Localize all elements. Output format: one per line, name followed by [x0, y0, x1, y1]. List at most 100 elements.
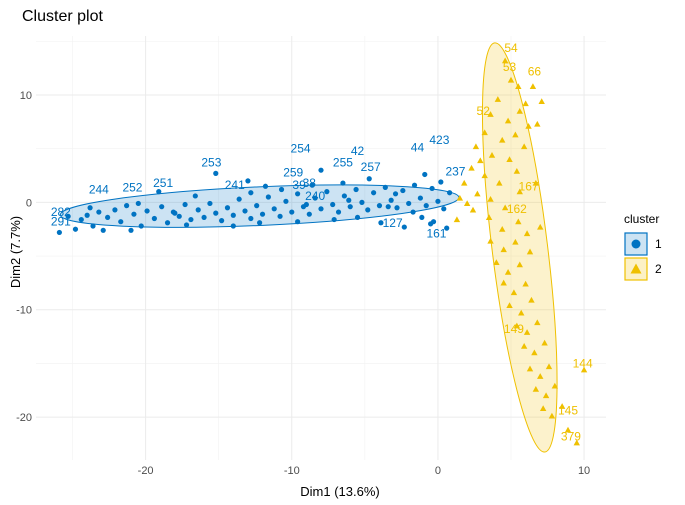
point-cluster-2	[520, 343, 528, 349]
point-cluster-2	[529, 83, 537, 90]
point-label-53: 53	[503, 60, 517, 74]
point-label-244: 244	[89, 182, 109, 196]
point-cluster-1	[435, 198, 441, 204]
point-cluster-2	[564, 426, 572, 433]
point-cluster-2	[512, 131, 519, 138]
point-cluster-2	[507, 76, 515, 83]
point-cluster-1	[429, 185, 435, 192]
point-cluster-1	[353, 186, 359, 193]
point-cluster-2	[525, 122, 532, 129]
point-cluster-1	[159, 204, 165, 210]
point-cluster-1	[441, 206, 447, 212]
point-cluster-1	[341, 193, 347, 199]
point-cluster-1	[401, 224, 407, 230]
point-cluster-1	[278, 186, 285, 193]
point-cluster-1	[406, 200, 412, 207]
point-label-291: 291	[51, 215, 71, 229]
point-cluster-2	[504, 117, 512, 124]
point-cluster-2	[481, 129, 488, 136]
legend-label-1: 1	[655, 237, 662, 251]
point-cluster-1	[257, 220, 263, 226]
point-cluster-2	[463, 200, 471, 207]
point-cluster-2	[528, 296, 535, 303]
point-cluster-1	[346, 197, 352, 203]
point-cluster-2	[453, 216, 461, 223]
point-cluster-2	[515, 218, 522, 225]
grid-lines	[36, 36, 606, 460]
point-cluster-2	[512, 238, 519, 245]
point-cluster-1	[265, 194, 271, 200]
y-tick-label: 0	[26, 197, 32, 209]
legend-label-2: 2	[655, 262, 662, 276]
point-cluster-1	[192, 193, 198, 199]
point-cluster-2	[538, 98, 545, 105]
point-cluster-1	[366, 176, 372, 182]
x-axis-label: Dim1 (13.6%)	[300, 484, 379, 499]
point-cluster-2	[506, 302, 513, 308]
cluster-ellipse-2	[481, 42, 558, 453]
point-cluster-2	[515, 83, 522, 90]
point-cluster-1	[303, 201, 309, 208]
point-label-423: 423	[429, 133, 449, 147]
point-cluster-1	[262, 183, 269, 189]
point-cluster-1	[283, 198, 289, 204]
point-cluster-1	[248, 190, 254, 196]
data-points	[56, 57, 588, 446]
point-cluster-1	[128, 227, 134, 233]
point-cluster-1	[124, 203, 130, 209]
point-cluster-2	[545, 363, 553, 370]
point-cluster-1	[213, 170, 219, 176]
point-cluster-1	[172, 210, 178, 216]
point-cluster-1	[324, 189, 330, 195]
point-cluster-2	[539, 405, 547, 412]
point-cluster-1	[219, 218, 225, 224]
point-cluster-1	[417, 195, 423, 201]
point-cluster-2	[531, 349, 538, 356]
point-cluster-2	[518, 309, 525, 316]
point-label-254: 254	[291, 142, 311, 156]
point-label-162: 162	[507, 202, 527, 216]
point-label-161: 161	[426, 227, 446, 241]
legend-title: cluster	[624, 212, 659, 226]
point-cluster-1	[188, 216, 194, 223]
point-cluster-1	[410, 209, 416, 215]
point-cluster-1	[371, 190, 377, 196]
point-cluster-1	[96, 209, 102, 215]
point-label-66: 66	[528, 64, 542, 78]
point-cluster-1	[309, 182, 315, 188]
point-cluster-2	[532, 179, 540, 186]
point-cluster-2	[522, 280, 529, 287]
point-cluster-1	[365, 207, 371, 213]
point-cluster-1	[277, 213, 283, 219]
point-cluster-1	[118, 219, 124, 225]
x-tick-label: -20	[138, 465, 154, 477]
point-cluster-2	[499, 226, 506, 232]
point-cluster-1	[289, 209, 295, 215]
point-cluster-1	[87, 205, 93, 211]
point-cluster-2	[500, 279, 507, 286]
point-label-240: 240	[305, 189, 325, 203]
point-cluster-1	[331, 216, 337, 223]
point-cluster-1	[195, 207, 201, 213]
point-cluster-2	[548, 412, 556, 419]
point-cluster-1	[135, 200, 141, 207]
point-label-282: 282	[51, 205, 71, 219]
point-cluster-1	[156, 189, 162, 195]
point-cluster-2	[494, 96, 502, 102]
y-axis-label: Dim2 (7.7%)	[8, 216, 23, 288]
point-cluster-1	[224, 205, 231, 211]
point-cluster-1	[359, 199, 365, 205]
y-tick-label: -20	[16, 412, 32, 424]
point-label-259: 259	[283, 165, 303, 179]
point-cluster-1	[306, 211, 312, 217]
point-label-255: 255	[333, 156, 353, 170]
legend: cluster 1 2	[624, 212, 662, 281]
point-cluster-2	[487, 195, 494, 202]
point-cluster-1	[236, 196, 242, 202]
point-cluster-2	[516, 107, 523, 114]
point-label-251: 251	[153, 176, 173, 190]
point-cluster-1	[164, 220, 171, 226]
point-cluster-2	[516, 261, 523, 268]
